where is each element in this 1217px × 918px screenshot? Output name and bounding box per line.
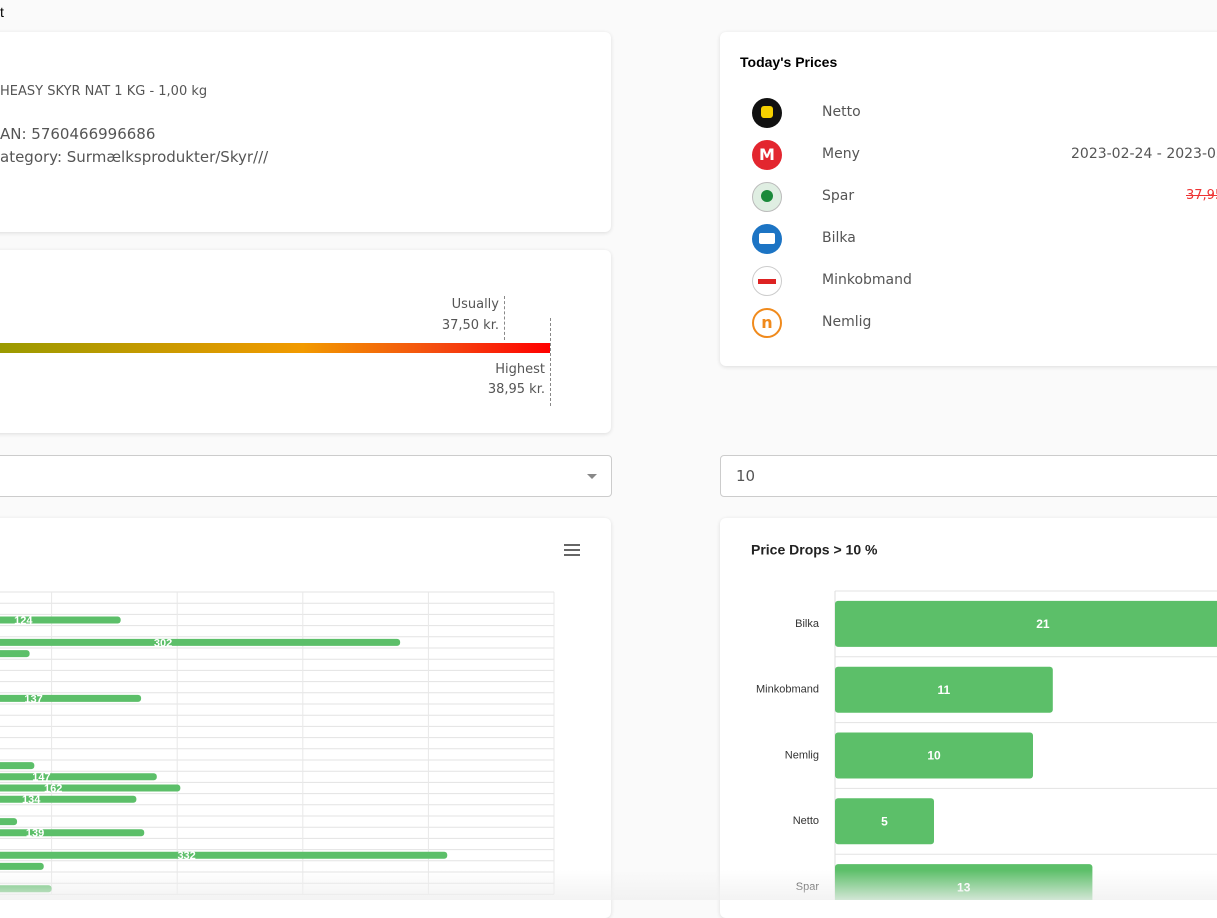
old-price: 37,95	[1186, 188, 1217, 203]
data-label: 21	[1036, 617, 1050, 631]
bar	[0, 694, 142, 702]
data-label: 11	[938, 683, 951, 697]
bottom-fade	[0, 870, 1217, 900]
minkobmand-icon	[752, 266, 782, 296]
store-name: Meny	[822, 146, 860, 162]
data-label: 134	[22, 794, 41, 806]
bar	[835, 798, 934, 845]
bar	[835, 600, 1217, 647]
bar	[0, 650, 30, 658]
data-label: 147	[32, 772, 50, 784]
store-name: Bilka	[822, 230, 856, 246]
bar	[835, 732, 1033, 779]
price-gradient	[0, 343, 550, 353]
y-tick-label: Netto	[793, 815, 819, 827]
data-label: 302	[154, 637, 172, 649]
data-label: 10	[927, 749, 941, 763]
offer-period: 2023-02-24 - 2023-03	[1071, 146, 1217, 162]
product-card: HEASY SKYR NAT 1 KG - 1,00 kg AN: 576046…	[0, 32, 611, 232]
highest-marker	[550, 318, 551, 406]
store-name: Netto	[822, 104, 861, 120]
usual-price: 37,50 kr.	[441, 318, 499, 333]
y-tick-label: Bilka	[795, 618, 820, 630]
menu-icon[interactable]	[564, 544, 580, 556]
bar	[0, 818, 18, 826]
store-select[interactable]	[0, 455, 612, 497]
store-name: Minkobmand	[822, 272, 912, 288]
spar-icon	[752, 182, 782, 212]
threshold-input[interactable]: 10	[720, 455, 1217, 497]
data-label: 139	[26, 828, 44, 840]
chart: Price Drops > 10 % Bilka 21 Minkobmand 11 Nem…	[751, 542, 1217, 900]
card-title: Today's Prices	[740, 54, 838, 70]
price-range-card: Usually 37,50 kr. Highest 38,95 kr.	[0, 250, 611, 433]
bar	[0, 773, 157, 781]
today-prices-card: Today's Prices M n Netto Meny 2023-02-24 -…	[720, 32, 1217, 366]
threshold-value: 10	[736, 467, 756, 485]
product-ean: AN: 5760466996686	[0, 125, 156, 143]
dropdown-caret	[587, 474, 597, 479]
product-category: ategory: Surmælksprodukter/Skyr///	[0, 148, 269, 166]
data-label: 162	[44, 783, 62, 795]
bar	[0, 862, 44, 870]
bar	[0, 616, 121, 624]
bar	[0, 784, 181, 792]
chart-card: 1243026613769147162134581393327580	[0, 518, 611, 918]
usual-label: Usually	[451, 297, 499, 312]
bar	[0, 795, 137, 803]
y-tick-label: Nemlig	[785, 749, 819, 761]
data-label: 137	[24, 693, 42, 705]
chart: 1243026613769147162134581393327580	[0, 544, 580, 895]
data-label: 124	[14, 615, 33, 627]
store-name: Spar	[822, 188, 855, 204]
netto-icon	[752, 98, 782, 128]
y-tick-label: Minkobmand	[756, 684, 819, 696]
page-title: t	[0, 4, 4, 20]
bar	[835, 666, 1053, 713]
chart-card: Price Drops > 10 % Bilka 21 Minkobmand 11 Nem…	[720, 518, 1217, 918]
usual-marker	[504, 296, 505, 340]
highest-price: 38,95 kr.	[487, 382, 545, 397]
nemlig-icon: n	[752, 308, 782, 338]
bar	[0, 829, 145, 837]
bilka-icon	[752, 224, 782, 254]
bar	[0, 851, 448, 859]
bar	[0, 638, 401, 646]
product-name: HEASY SKYR NAT 1 KG - 1,00 kg	[0, 84, 208, 99]
chart-title: Price Drops > 10 %	[751, 542, 878, 558]
meny-icon: M	[752, 140, 782, 170]
store-name: Nemlig	[822, 314, 872, 330]
data-label: 332	[177, 850, 195, 862]
bar	[0, 762, 35, 770]
data-label: 5	[881, 814, 888, 828]
highest-label: Highest	[495, 362, 545, 377]
